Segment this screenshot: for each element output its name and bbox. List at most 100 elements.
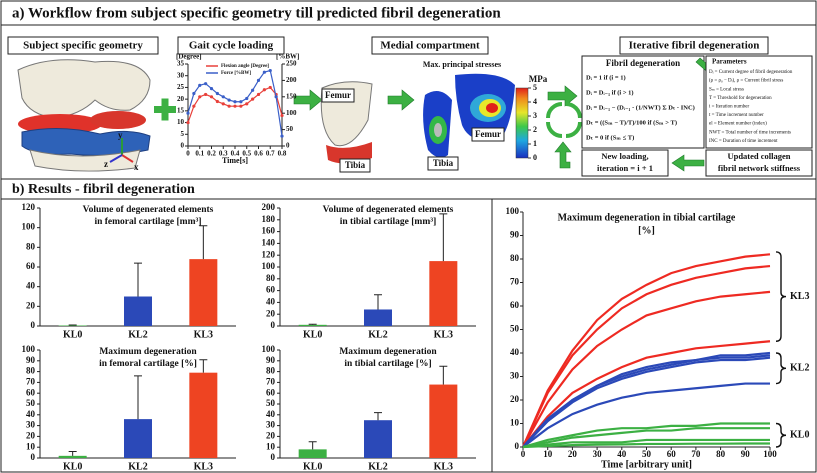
y-tick-label: 120	[262, 249, 276, 259]
panel-b-title: b) Results - fibril degeneration	[12, 182, 195, 197]
bar	[59, 456, 87, 458]
y-tick-label: 40	[26, 281, 36, 291]
marker	[269, 86, 272, 89]
step-label: New loading,	[601, 151, 648, 161]
y-tick-label: 30	[177, 71, 185, 79]
marker	[245, 97, 248, 100]
bar	[189, 259, 217, 326]
y-tick-label: 60	[510, 300, 520, 310]
marker	[186, 112, 189, 115]
y-tick-label: 80	[26, 241, 36, 251]
marker	[263, 71, 266, 74]
x-tick-label: 10	[543, 449, 553, 459]
colorbar-tick-label: 4	[533, 97, 537, 106]
chart-title: Maximum degeneration in tibial cartilage	[558, 212, 736, 223]
colorbar-unit: MPa	[529, 74, 548, 84]
chart-title: Volume of degenerated elements	[83, 205, 214, 215]
marker	[280, 114, 283, 117]
y-tick-label: 100	[262, 261, 276, 271]
y-tick-label: 20	[266, 430, 276, 440]
y-tick-label: 5	[181, 130, 185, 138]
marker	[251, 89, 254, 92]
x-tick-label: 60	[667, 449, 677, 459]
y-tick-label: 60	[266, 387, 276, 397]
bar	[299, 449, 327, 458]
step-label: iteration = i + 1	[597, 163, 653, 173]
x-tick-label: 0.2	[207, 150, 216, 158]
chart-title: in femoral cartilage [%]	[99, 359, 197, 369]
x-tick-label: 0	[521, 449, 526, 459]
step-label: Medial compartment	[380, 40, 480, 52]
bar	[124, 419, 152, 458]
y-axis-label: [Degree]	[176, 53, 202, 61]
marker	[228, 98, 231, 101]
y-tick-label: 70	[26, 376, 36, 386]
x-tick-label: KL3	[434, 329, 453, 340]
label: Femur	[325, 90, 351, 100]
x-tick-label: 0.8	[278, 150, 287, 158]
marker	[186, 121, 189, 124]
y-tick-label: 20	[26, 300, 36, 310]
y-tick-label: 140	[262, 237, 276, 247]
marker	[210, 95, 213, 98]
y-tick-label: 60	[266, 285, 276, 295]
y-tick-label: 20	[510, 394, 520, 404]
y-tick-label: 100	[22, 222, 36, 232]
x-tick-label: 0.1	[195, 150, 204, 158]
y-tick-label: 50	[266, 398, 276, 408]
axis-label: y	[118, 130, 123, 140]
y-tick-label: 0	[271, 452, 276, 462]
marker	[222, 102, 225, 105]
x-tick-label: 0	[186, 150, 190, 158]
label: Femur	[475, 129, 501, 139]
y2-tick-label: 0	[286, 142, 290, 150]
y-tick-label: 20	[266, 308, 276, 318]
chart-title: in femoral cartilage [mm³]	[94, 217, 201, 227]
y-tick-label: 25	[177, 83, 185, 91]
marker	[216, 92, 219, 95]
y-tick-label: 20	[26, 430, 36, 440]
colorbar-tick-label: 0	[533, 153, 537, 162]
marker	[204, 82, 207, 85]
y2-tick-label: 200	[286, 76, 297, 84]
marker	[216, 100, 219, 103]
x-axis-label: Time[s]	[222, 156, 248, 165]
parameter: (ρ = ρ₀ − Dᵢ), ρ = Current fibril stress	[709, 79, 783, 84]
chart-title: in tibial cartilage [mm³]	[340, 217, 437, 227]
step-label: Iterative fibril degeneration	[629, 40, 760, 52]
y-tick-label: 15	[177, 106, 185, 114]
marker	[204, 93, 207, 96]
y-tick-label: 10	[510, 418, 520, 428]
y-tick-label: 80	[26, 366, 36, 376]
y-tick-label: 0	[271, 320, 276, 330]
label: Tibia	[345, 160, 366, 170]
parameter: i = Iteration number	[709, 105, 750, 110]
y-tick-label: 50	[510, 324, 520, 334]
bar	[299, 325, 327, 326]
colorbar	[516, 88, 528, 158]
parameter: el = Element number (index)	[709, 122, 767, 127]
panel-a-title: a) Workflow from subject specific geomet…	[12, 5, 501, 21]
colorbar-tick-label: 1	[533, 139, 537, 148]
parameter: Dᵢ = Current degree of fibril degenerati…	[709, 70, 793, 75]
step-label: Updated collagen	[727, 151, 790, 161]
x-tick-label: 30	[593, 449, 603, 459]
marker	[210, 87, 213, 90]
y-tick-label: 30	[510, 371, 520, 381]
y-tick-label: 120	[22, 202, 36, 212]
marker	[239, 105, 242, 108]
equation: Dₜ = 0 if (Sₘ ≤ T)	[586, 134, 634, 141]
y-tick-label: 35	[177, 60, 185, 68]
y-tick-label: 30	[26, 420, 36, 430]
colorbar-tick-label: 3	[533, 111, 537, 120]
marker	[233, 105, 236, 108]
x-tick-label: 20	[568, 449, 578, 459]
parameter: Sₘ = Local stress	[709, 87, 744, 92]
step-label: Subject specific geometry	[23, 40, 143, 52]
y-tick-label: 10	[26, 441, 36, 451]
step-label: fibril network stiffness	[718, 163, 801, 173]
marker	[228, 105, 231, 108]
y-tick-label: 90	[26, 355, 36, 365]
marker	[275, 95, 278, 98]
colorbar-tick-label: 2	[533, 125, 537, 134]
